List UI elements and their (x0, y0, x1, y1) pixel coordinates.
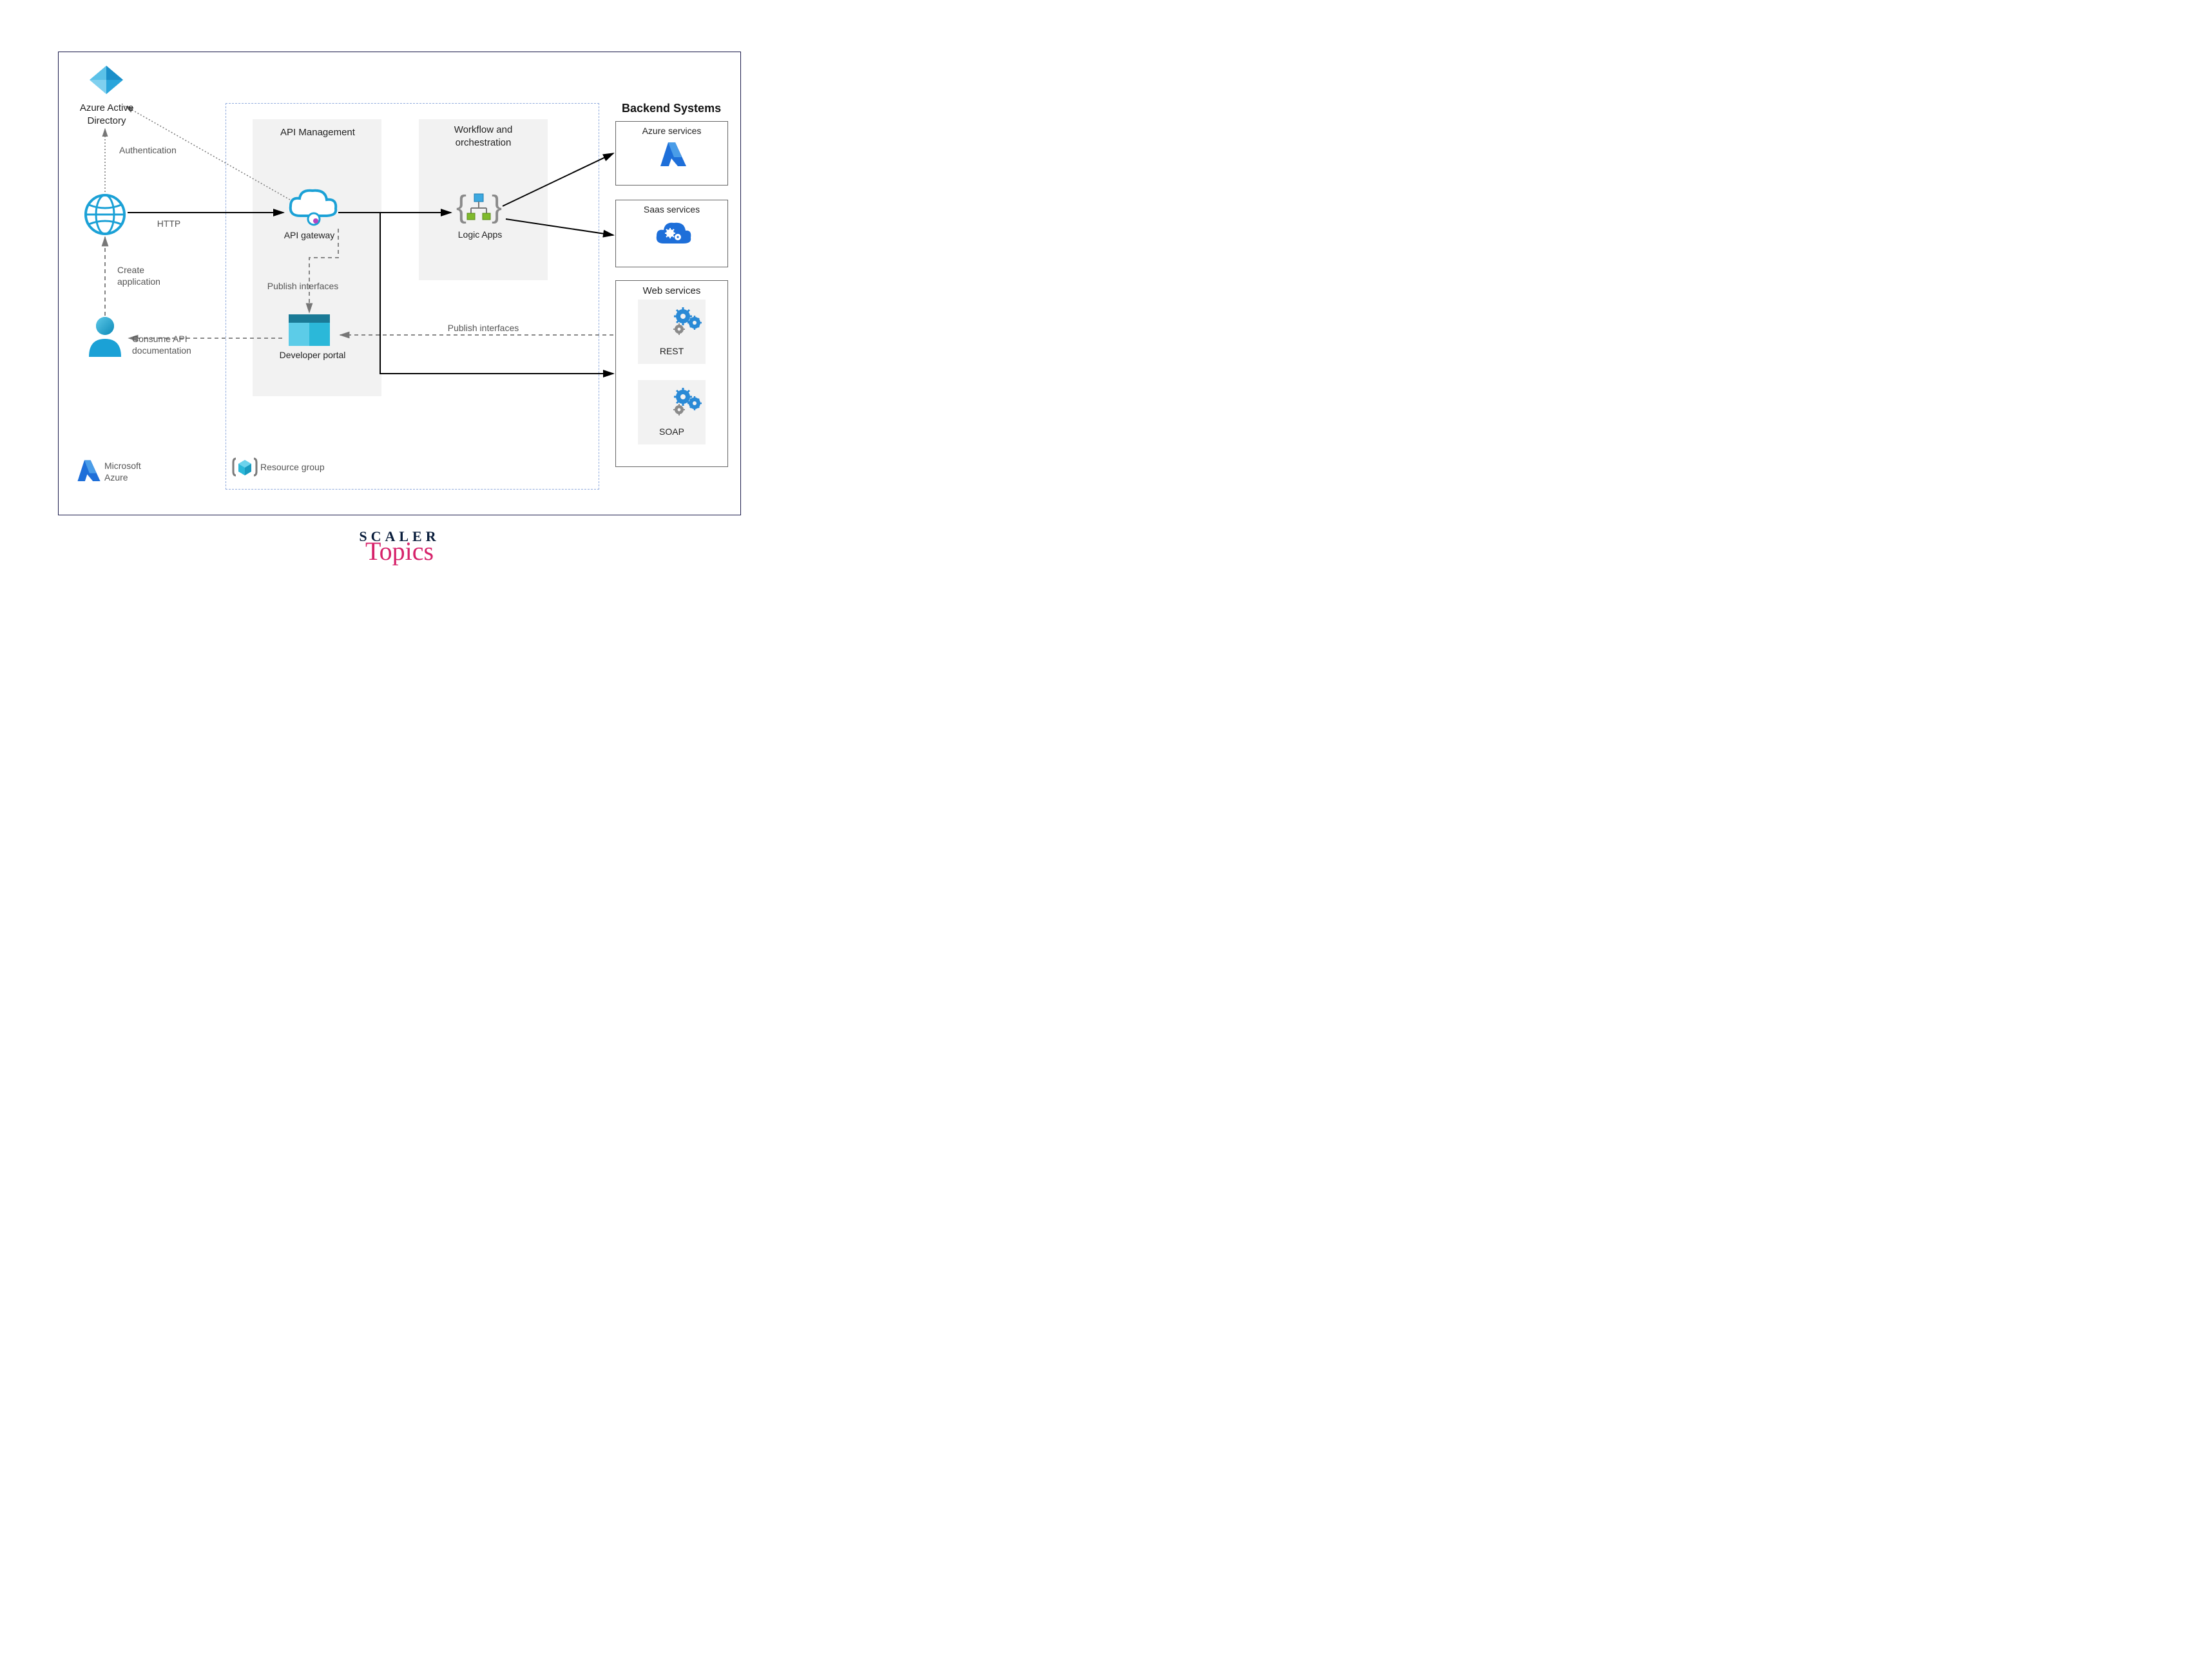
backend-heading: Backend Systems (622, 102, 721, 115)
svg-text:{: { (456, 190, 466, 224)
user-icon (85, 314, 125, 363)
publish-interfaces-2: Publish interfaces (438, 322, 528, 334)
web-services-heading: Web services (635, 285, 709, 298)
rest-icon (653, 303, 721, 344)
consume-api-label: Consume API documentation (132, 333, 209, 356)
api-gateway-label: API gateway (277, 229, 341, 241)
scaler-bottom: Topics (365, 536, 434, 566)
soap-panel: SOAP (638, 380, 706, 444)
ms-azure-label: Microsoft Azure (104, 460, 162, 483)
logic-apps-icon: { } (453, 190, 505, 233)
saas-services-icon (653, 218, 693, 253)
ms-azure-icon (75, 457, 103, 489)
globe-icon (82, 192, 128, 240)
dev-portal-icon (287, 312, 332, 351)
soap-icon (653, 384, 721, 425)
auth-label: Authentication (119, 144, 190, 156)
api-mgmt-heading: API Management (269, 126, 366, 139)
publish-interfaces-1: Publish interfaces (261, 280, 345, 292)
rest-panel: REST (638, 300, 706, 364)
saas-services-label: Saas services (635, 204, 709, 215)
aad-label: Azure Active Directory (70, 102, 144, 127)
rest-label: REST (638, 345, 706, 357)
azure-services-icon (657, 139, 689, 175)
diagram-canvas: API Management Workflow and orchestratio… (13, 13, 786, 631)
scaler-branding: SCALER Topics (13, 528, 786, 569)
resource-group-icon (232, 455, 258, 482)
logic-apps-label: Logic Apps (454, 229, 506, 240)
workflow-heading: Workflow and orchestration (432, 124, 535, 149)
resource-group-label: Resource group (260, 461, 344, 473)
http-label: HTTP (149, 218, 188, 229)
soap-label: SOAP (638, 426, 706, 437)
api-gateway-icon (284, 187, 341, 232)
dev-portal-label: Developer portal (271, 349, 354, 361)
azure-services-label: Azure services (635, 125, 709, 137)
create-app-label: Create application (117, 264, 182, 287)
svg-text:}: } (492, 190, 502, 224)
aad-icon (84, 64, 129, 103)
